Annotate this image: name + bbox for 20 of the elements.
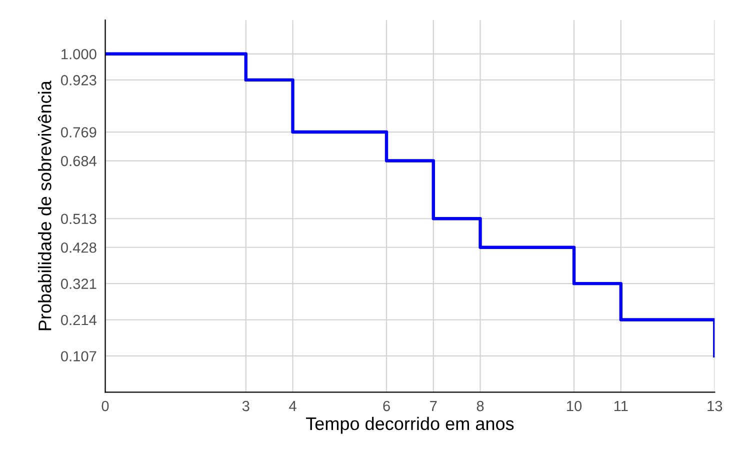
y-tick-label: 1.000 — [62, 48, 96, 60]
x-tick-label: 8 — [476, 400, 484, 412]
y-tick-label: 0.684 — [60, 156, 96, 166]
x-tick-label: 13 — [708, 400, 722, 412]
y-tick-label: 0.769 — [60, 127, 96, 138]
y-tick-label: 0.923 — [60, 75, 96, 86]
y-axis-title: Probabilidade de sobrevivência — [38, 80, 52, 330]
x-tick-label: 7 — [430, 401, 437, 412]
x-axis-title: Tempo decorrido em anos — [306, 416, 514, 434]
y-tick-label: 0.513 — [60, 214, 96, 224]
x-tick-label: 6 — [383, 400, 390, 412]
y-tick-label: 0.214 — [60, 314, 96, 326]
y-tick-label: 0.321 — [60, 278, 96, 290]
x-tick-label: 10 — [567, 400, 582, 412]
x-tick-label: 3 — [242, 400, 250, 412]
x-tick-label: 11 — [614, 401, 628, 412]
x-tick-label: 4 — [289, 401, 296, 412]
x-tick-label: 0 — [102, 400, 109, 412]
y-tick-label: 0.428 — [60, 242, 96, 253]
y-tick-label: 0.107 — [60, 351, 96, 362]
